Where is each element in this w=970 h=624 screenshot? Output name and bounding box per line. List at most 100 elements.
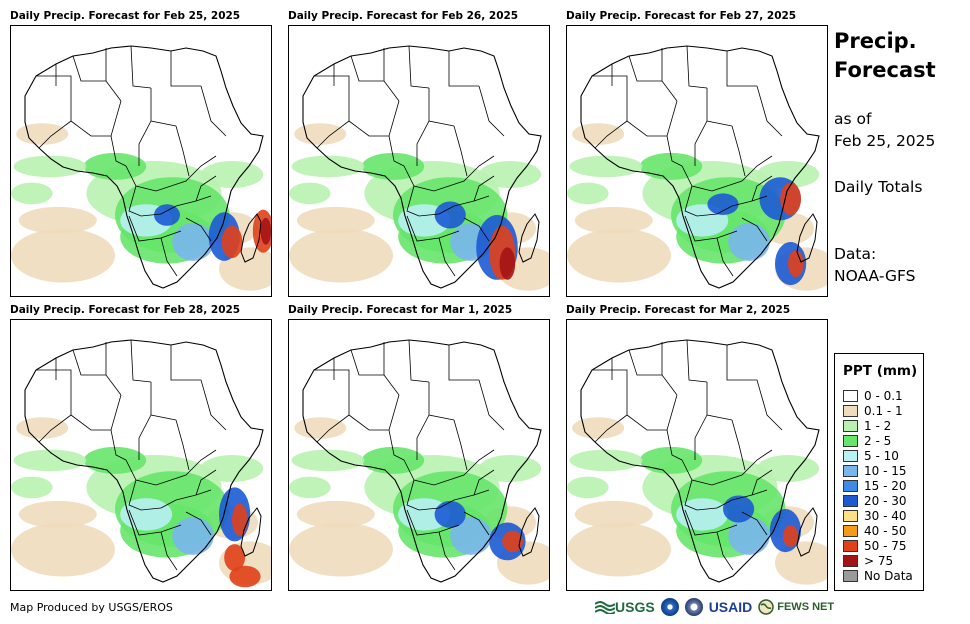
country-border [716, 531, 734, 571]
country-border [681, 165, 728, 192]
country-border [314, 75, 350, 121]
country-border [453, 125, 468, 177]
precip-area [569, 155, 643, 178]
legend-label: 50 - 75 [864, 538, 907, 553]
precip-area [294, 123, 347, 145]
forecast-map [10, 25, 272, 297]
precip-area [574, 206, 653, 234]
country-border [448, 155, 495, 187]
country-border [72, 55, 106, 82]
precip-area [788, 250, 804, 278]
precip-map-svg [11, 45, 271, 291]
country-border [438, 237, 456, 277]
precip-area [398, 498, 451, 531]
data-source-value: NOAA-GFS [834, 267, 916, 285]
madagascar-outline [518, 507, 540, 557]
forecast-map [10, 319, 272, 591]
country-border [170, 155, 217, 187]
credit-text: Map Produced by USGS/EROS [10, 601, 173, 614]
as-of-date: as of Feb 25, 2025 [834, 108, 935, 152]
country-border [438, 195, 490, 215]
precip-area [83, 152, 147, 180]
country-border [200, 379, 227, 431]
country-border [751, 469, 773, 496]
country-border [110, 135, 127, 167]
country-border [38, 120, 72, 149]
legend-label: 15 - 20 [864, 478, 907, 493]
madagascar-outline [240, 507, 262, 557]
country-border [130, 339, 152, 383]
precip-area [229, 565, 261, 588]
country-border [160, 237, 178, 277]
country-border [130, 45, 152, 89]
precip-area [294, 417, 347, 439]
precip-area [567, 182, 609, 205]
country-border [36, 75, 72, 121]
precip-area [291, 449, 365, 472]
globe-icon [758, 599, 774, 615]
legend-label: 1 - 2 [864, 418, 892, 433]
madagascar-outline [796, 507, 818, 557]
legend-swatch [843, 404, 858, 417]
country-border [716, 237, 734, 277]
country-border [170, 345, 201, 381]
precip-area [13, 449, 87, 472]
country-border [128, 215, 182, 242]
country-border [741, 217, 768, 242]
country-border [150, 382, 177, 421]
precip-area [16, 123, 69, 145]
sidebar-title-line2: Forecast [834, 58, 936, 82]
country-border [138, 120, 152, 166]
precip-area [569, 449, 643, 472]
as-of-value: Feb 25, 2025 [834, 132, 936, 150]
precip-area [782, 525, 799, 547]
precip-area [728, 517, 770, 555]
precip-area [502, 530, 523, 553]
country-border [36, 369, 72, 415]
legend-label: 0.1 - 1 [864, 403, 903, 418]
legend-item: 20 - 30 [843, 493, 907, 508]
country-border [406, 479, 440, 511]
country-border [428, 88, 455, 127]
legend-label: 30 - 40 [864, 508, 907, 523]
country-border [403, 459, 450, 486]
legend-swatch [843, 449, 858, 462]
forecast-map [566, 319, 828, 591]
legend-item: 30 - 40 [843, 508, 907, 523]
precip-area [289, 476, 331, 499]
africa-coastline [580, 45, 820, 289]
country-border [478, 379, 505, 431]
forecast-map [288, 319, 550, 591]
precip-area [296, 206, 375, 234]
precip-area [361, 446, 425, 474]
precip-area [18, 500, 97, 528]
precip-area [172, 223, 214, 261]
country-border [594, 120, 628, 149]
country-border [684, 215, 738, 242]
country-border [684, 479, 718, 511]
sidebar-title: Precip. Forecast [834, 27, 936, 85]
country-border [138, 414, 152, 460]
precip-area [232, 503, 248, 536]
country-border [463, 511, 490, 536]
country-border [726, 51, 757, 87]
country-border [473, 469, 495, 496]
legend-item: 0.1 - 1 [843, 403, 903, 418]
country-border [383, 48, 400, 102]
country-border [473, 175, 495, 202]
country-border [70, 100, 122, 137]
precip-area [18, 206, 97, 234]
country-border [684, 509, 738, 536]
precip-area [16, 417, 69, 439]
madagascar-outline [240, 213, 262, 263]
africa-coastline [24, 45, 264, 289]
data-source: Data: NOAA-GFS [834, 243, 915, 287]
legend-item: No Data [843, 568, 913, 583]
precip-area [499, 247, 516, 280]
legend-item: 10 - 15 [843, 463, 907, 478]
country-border [38, 414, 72, 443]
country-border [478, 85, 505, 137]
panel-title: Daily Precip. Forecast for Mar 1, 2025 [288, 304, 513, 316]
precip-area [478, 455, 542, 482]
